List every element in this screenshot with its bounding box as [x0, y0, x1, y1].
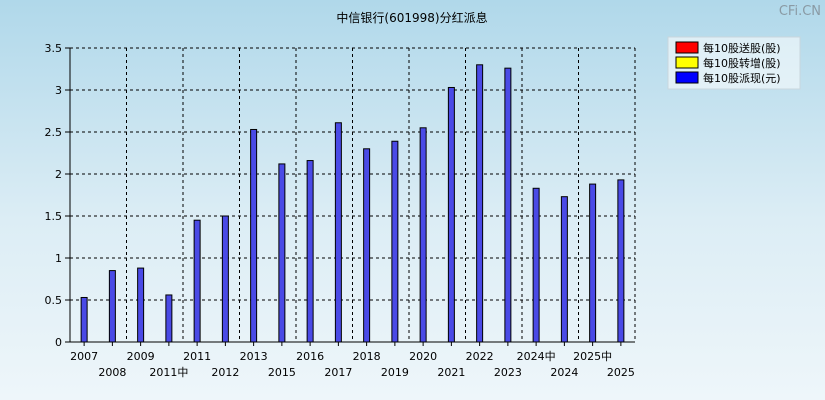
bar: [617, 179, 625, 343]
legend: 每10股送股(股)每10股转增(股)每10股派现(元): [667, 36, 801, 90]
x-tick-label: 2020: [409, 350, 437, 363]
x-tick-label: 2011: [183, 350, 211, 363]
bar: [363, 148, 371, 343]
x-tick-label: 2011中: [149, 366, 188, 379]
x-tick-label: 2012: [211, 366, 239, 379]
x-tick-label: 2015: [268, 366, 296, 379]
bar: [108, 270, 116, 343]
bar: [137, 267, 145, 343]
y-tick-label: 2: [55, 168, 62, 181]
bar: [221, 215, 229, 343]
y-tick-label: 2.5: [45, 126, 63, 139]
y-tick-label: 3.5: [45, 42, 63, 55]
bar: [589, 183, 597, 343]
y-tick-label: 3: [55, 84, 62, 97]
watermark: CFi.CN: [779, 4, 821, 19]
x-tick-label: 2025: [607, 366, 635, 379]
legend-label: 每10股派现(元): [703, 71, 781, 85]
bar: [504, 67, 512, 343]
legend-label: 每10股转增(股): [703, 56, 781, 70]
bar-layer: [80, 64, 625, 343]
bar: [419, 127, 427, 343]
legend-swatch: [675, 41, 699, 54]
legend-label: 每10股送股(股): [703, 41, 781, 55]
x-tick-label: 2018: [353, 350, 381, 363]
bar: [447, 86, 455, 343]
x-tick-label: 2023: [494, 366, 522, 379]
x-tick-label: 2016: [296, 350, 324, 363]
y-tick-label: 0: [55, 336, 62, 349]
x-tick-label: 2024中: [517, 350, 556, 363]
bar: [334, 122, 342, 343]
bar: [80, 296, 88, 343]
x-tick-label: 2025中: [573, 350, 612, 363]
y-tick-label: 1.5: [45, 210, 63, 223]
axis-layer: 00.511.522.533.52007200820092011中2011201…: [45, 42, 635, 379]
bar: [476, 64, 484, 343]
x-tick-label: 2013: [240, 350, 268, 363]
bar: [193, 219, 201, 343]
x-tick-label: 2024: [550, 366, 578, 379]
legend-swatch: [675, 56, 699, 69]
bar: [391, 140, 399, 343]
x-tick-label: 2007: [70, 350, 98, 363]
bar: [250, 128, 258, 343]
x-tick-label: 2022: [466, 350, 494, 363]
bar: [306, 160, 314, 343]
bar: [278, 163, 286, 343]
x-tick-label: 2009: [127, 350, 155, 363]
bar: [165, 294, 173, 343]
legend-swatch: [675, 71, 699, 84]
x-tick-label: 2019: [381, 366, 409, 379]
x-tick-label: 2017: [324, 366, 352, 379]
grid-layer: [69, 47, 636, 342]
x-tick-label: 2008: [98, 366, 126, 379]
bar: [560, 196, 568, 343]
y-tick-label: 1: [55, 252, 62, 265]
chart-title: 中信银行(601998)分红派息: [336, 10, 487, 25]
bar: [532, 187, 540, 343]
x-tick-label: 2021: [437, 366, 465, 379]
y-tick-label: 0.5: [45, 294, 63, 307]
